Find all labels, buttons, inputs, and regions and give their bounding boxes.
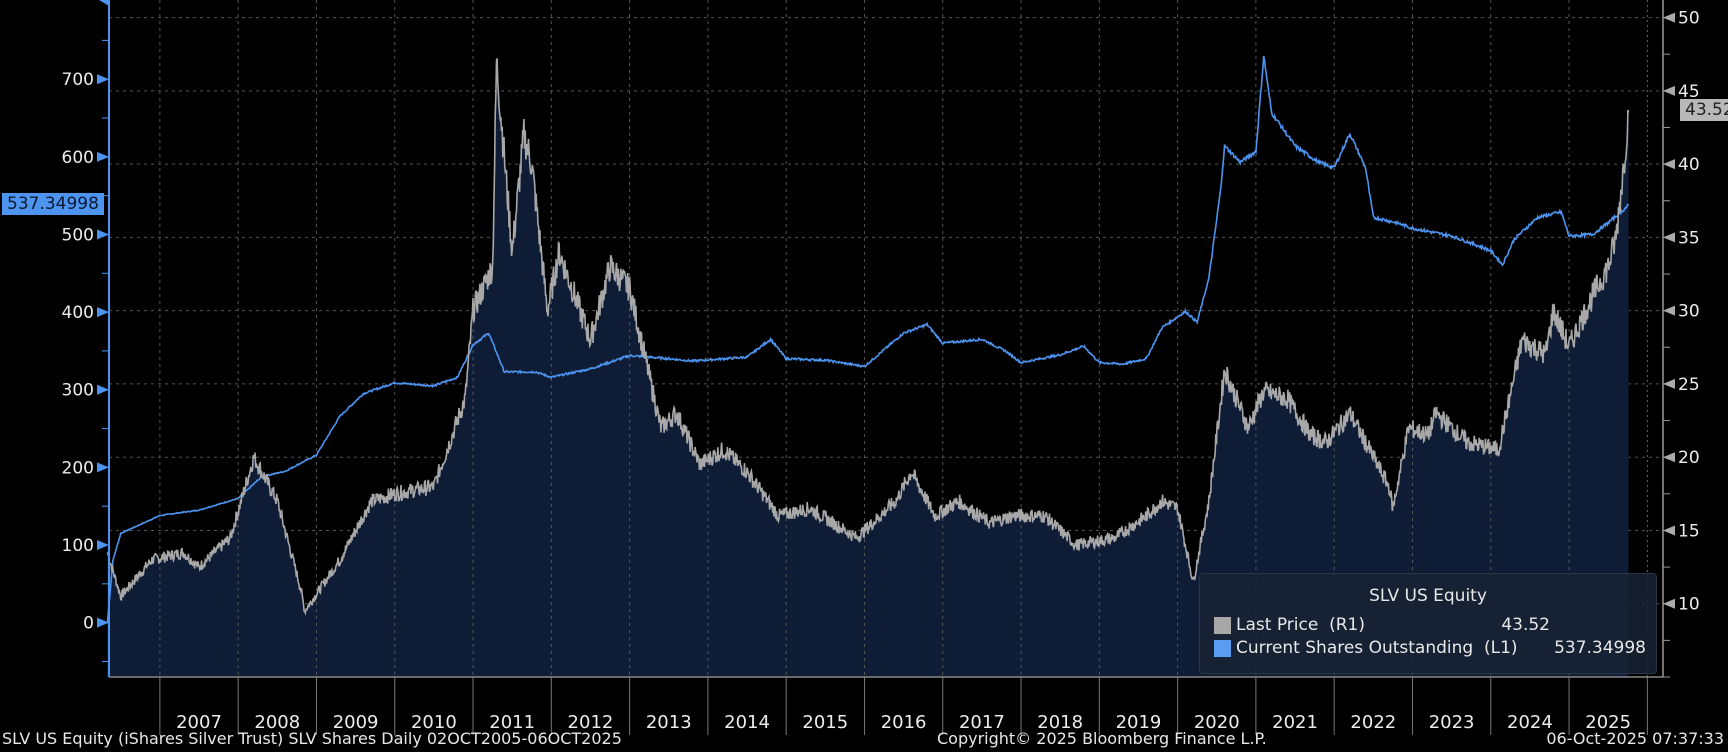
right-tick-marker	[1663, 378, 1675, 389]
x-tick-label: 2018	[1037, 712, 1083, 733]
left-tick-marker	[97, 229, 109, 240]
right-tick-marker	[1663, 85, 1675, 96]
right-tick-label: 25	[1678, 375, 1700, 395]
x-tick-label: 2021	[1272, 712, 1318, 733]
left-tick-marker	[97, 462, 109, 473]
left-tick-label: 300	[62, 381, 94, 401]
x-tick-label: 2014	[724, 712, 770, 733]
axes: 2007 2008 2009 2010 2011 2012 2013 2014 2015 2016…	[62, 0, 1700, 735]
x-tick-label: 2009	[333, 712, 379, 733]
right-tick-label: 35	[1678, 228, 1700, 248]
left-tick-label: 500	[62, 225, 94, 245]
legend-title: SLV US Equity	[1369, 586, 1487, 606]
x-tick-label: 2017	[959, 712, 1005, 733]
legend-value: 537.34998	[1554, 638, 1646, 658]
legend-swatch-blue	[1214, 639, 1231, 657]
right-tick-marker	[1663, 598, 1675, 609]
x-tick-label: 2007	[176, 712, 222, 733]
left-tick-label: 0	[83, 614, 94, 634]
left-tick-label: 400	[62, 303, 94, 323]
right-tick-label: 15	[1678, 521, 1700, 541]
right-tick-marker	[1663, 305, 1675, 316]
left-tick-marker	[97, 540, 109, 551]
footer-copyright: Copyright© 2025 Bloomberg Finance L.P.	[937, 729, 1267, 748]
right-tick-marker	[1663, 452, 1675, 463]
left-tick-label: 700	[62, 70, 94, 90]
price-area-fill	[107, 58, 1629, 677]
x-tick-label: 2024	[1507, 712, 1553, 733]
right-tick-label: 20	[1678, 448, 1700, 468]
x-tick-label: 2022	[1350, 712, 1396, 733]
footer-description: SLV US Equity (iShares Silver Trust) SLV…	[2, 729, 622, 748]
left-tick-marker	[97, 74, 109, 85]
right-tick-label: 10	[1678, 595, 1700, 615]
right-tick-marker	[1663, 12, 1675, 23]
left-tick-marker	[97, 151, 109, 162]
x-tick-label: 2019	[1116, 712, 1162, 733]
x-tick-label: 2012	[568, 712, 614, 733]
x-tick-label: 2008	[254, 712, 300, 733]
right-tick-label: 50	[1678, 9, 1700, 29]
x-tick-label: 2025	[1585, 712, 1631, 733]
x-tick-label: 2020	[1194, 712, 1240, 733]
left-tick-marker	[97, 384, 109, 395]
x-tick-label: 2016	[881, 712, 927, 733]
legend-swatch-gray	[1214, 616, 1231, 634]
legend-label: Current Shares Outstanding (L1)	[1236, 638, 1518, 658]
shares-outstanding-line	[106, 55, 1630, 623]
left-axis-top-marker	[99, 0, 109, 6]
x-tick-label: 2013	[646, 712, 692, 733]
x-tick-label: 2015	[802, 712, 848, 733]
right-tick-marker	[1663, 159, 1675, 170]
x-tick-label: 2011	[489, 712, 535, 733]
right-tick-marker	[1663, 232, 1675, 243]
legend-item-last-price: Last Price (R1) 43.52	[1214, 614, 1646, 636]
left-tick-label: 100	[62, 536, 94, 556]
right-tick-label: 30	[1678, 302, 1700, 322]
x-tick-label: 2023	[1429, 712, 1475, 733]
left-tick-marker	[97, 307, 109, 318]
vertical-gridlines	[159, 0, 1648, 677]
legend-item-shares: Current Shares Outstanding (L1) 537.3499…	[1214, 637, 1646, 659]
legend-value: 43.52	[1501, 615, 1550, 635]
legend: SLV US Equity Last Price (R1) 43.52 Curr…	[1199, 573, 1657, 674]
left-tick-label: 200	[62, 458, 94, 478]
right-tick-marker	[1663, 525, 1675, 536]
right-tick-label: 40	[1678, 155, 1700, 175]
right-tick-label: 45	[1678, 82, 1700, 102]
last-value-tag-left: 537.34998	[2, 193, 104, 215]
left-tick-label: 600	[62, 148, 94, 168]
footer-timestamp: 06-Oct-2025 07:37:33	[1546, 729, 1724, 748]
x-tick-label: 2010	[411, 712, 457, 733]
legend-label: Last Price (R1)	[1236, 615, 1365, 635]
left-tick-marker	[97, 617, 109, 628]
last-price-line	[106, 58, 1630, 616]
last-value-tag-right: 43.52	[1680, 99, 1728, 121]
